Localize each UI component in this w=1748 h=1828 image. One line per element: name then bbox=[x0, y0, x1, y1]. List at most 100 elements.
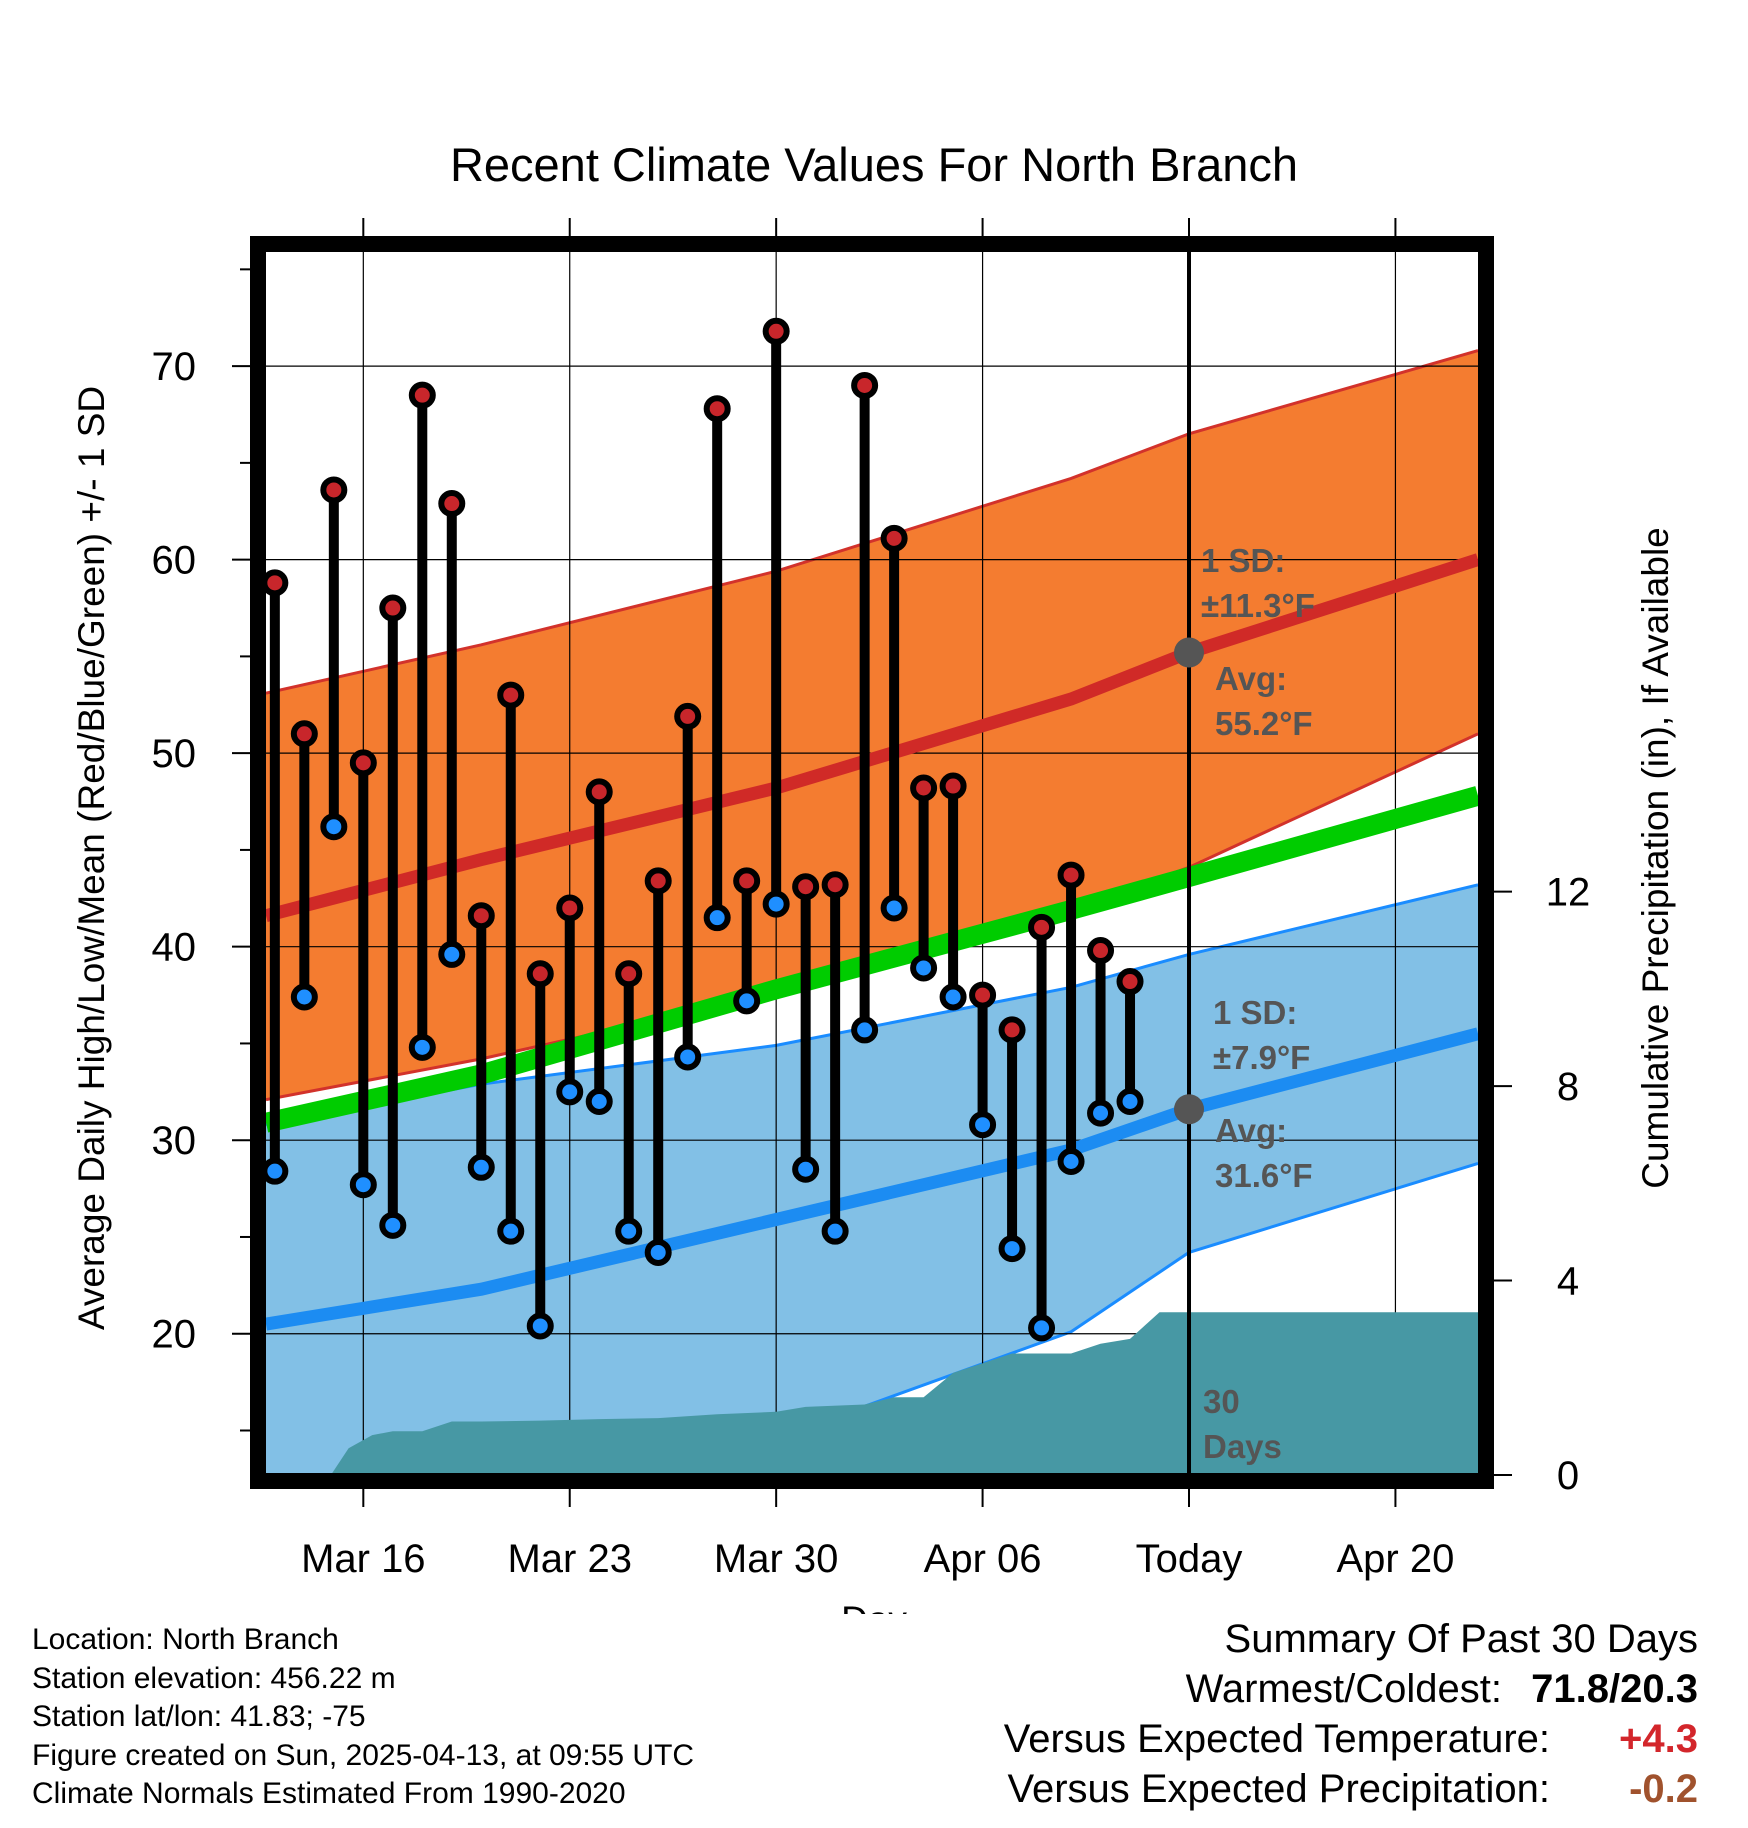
daily-low-point bbox=[379, 1211, 407, 1239]
low-avg-marker bbox=[1174, 1094, 1205, 1125]
daily-high-point bbox=[320, 476, 348, 504]
temp-row: Versus Expected Temperature: +4.3 bbox=[1004, 1714, 1698, 1764]
y-tick-label: 40 bbox=[152, 926, 197, 970]
warm-cold-label: Warmest/Coldest: bbox=[1185, 1667, 1502, 1711]
y-tick-label: 50 bbox=[152, 732, 197, 776]
plot-frame bbox=[250, 236, 1494, 1489]
summary-heading: Summary Of Past 30 Days bbox=[1224, 1617, 1698, 1661]
x-axis-label: Day bbox=[841, 1599, 907, 1614]
daily-high-point bbox=[762, 317, 790, 345]
daily-high-point bbox=[1087, 937, 1115, 965]
daily-low-point bbox=[320, 813, 348, 841]
precip-area bbox=[274, 1312, 1478, 1475]
daily-high-point bbox=[910, 774, 938, 802]
daily-high-point bbox=[497, 681, 525, 709]
y2-tick-label: 8 bbox=[1557, 1065, 1579, 1109]
precip-row: Versus Expected Precipitation: -0.2 bbox=[1004, 1764, 1698, 1814]
daily-high-point bbox=[851, 371, 879, 399]
x-tick-label: Mar 30 bbox=[714, 1537, 839, 1581]
daily-low-point bbox=[349, 1171, 377, 1199]
created-text: Figure created on Sun, 2025-04-13, at 09… bbox=[32, 1738, 695, 1772]
daily-high-point bbox=[556, 894, 584, 922]
y2-tick-label: 0 bbox=[1557, 1454, 1579, 1498]
window-count: 30 bbox=[1203, 1383, 1240, 1420]
daily-low-point bbox=[585, 1088, 613, 1116]
low-sd-value: ±7.9°F bbox=[1213, 1039, 1310, 1076]
daily-low-point bbox=[467, 1153, 495, 1181]
station-info: Location: North Branch Station elevation… bbox=[32, 1621, 694, 1814]
daily-low-point bbox=[969, 1111, 997, 1139]
daily-high-point bbox=[998, 1016, 1026, 1044]
warm-cold-row: Warmest/Coldest: 71.8/20.3 bbox=[1004, 1664, 1698, 1714]
daily-low-point bbox=[703, 904, 731, 932]
daily-low-point bbox=[261, 1157, 289, 1185]
y2-tick-label: 12 bbox=[1546, 871, 1591, 915]
daily-low-point bbox=[880, 894, 908, 922]
daily-low-point bbox=[1116, 1088, 1144, 1116]
daily-low-point bbox=[1057, 1147, 1085, 1175]
x-tick-label: Today bbox=[1136, 1537, 1243, 1581]
high-avg-label: Avg: bbox=[1215, 660, 1287, 697]
window-unit: Days bbox=[1203, 1428, 1282, 1465]
daily-low-point bbox=[998, 1235, 1026, 1263]
y-tick-label: 30 bbox=[152, 1119, 197, 1163]
elevation-text: Station elevation: 456.22 m bbox=[32, 1661, 396, 1695]
daily-low-point bbox=[556, 1078, 584, 1106]
daily-low-point bbox=[290, 983, 318, 1011]
high-sd-label: 1 SD: bbox=[1201, 542, 1285, 579]
temp-value: +4.3 bbox=[1619, 1717, 1698, 1761]
y-tick-label: 20 bbox=[152, 1313, 197, 1357]
daily-high-point bbox=[1057, 861, 1085, 889]
high-normal-line bbox=[266, 553, 1478, 922]
low-avg-label: Avg: bbox=[1215, 1112, 1287, 1149]
daily-low-point bbox=[644, 1238, 672, 1266]
summary-panel: Summary Of Past 30 Days Warmest/Coldest:… bbox=[1004, 1614, 1698, 1814]
daily-high-point bbox=[408, 381, 436, 409]
daily-low-point bbox=[910, 954, 938, 982]
location-text: Location: North Branch bbox=[32, 1623, 339, 1656]
x-tick-label: Mar 23 bbox=[507, 1537, 632, 1581]
daily-low-point bbox=[1087, 1099, 1115, 1127]
daily-high-point bbox=[1116, 968, 1144, 996]
daily-low-point bbox=[674, 1043, 702, 1071]
y-tick-label: 70 bbox=[152, 345, 197, 389]
daily-high-point bbox=[880, 524, 908, 552]
daily-high-point bbox=[585, 778, 613, 806]
daily-low-point bbox=[792, 1155, 820, 1183]
daily-low-point bbox=[939, 983, 967, 1011]
daily-high-point bbox=[526, 960, 554, 988]
daily-low-point bbox=[408, 1033, 436, 1061]
low-sd-band bbox=[266, 884, 1478, 1475]
daily-low-point bbox=[733, 987, 761, 1015]
x-tick-label: Mar 16 bbox=[301, 1537, 426, 1581]
daily-high-point bbox=[261, 569, 289, 597]
precip-label: Versus Expected Precipitation: bbox=[1007, 1767, 1550, 1811]
daily-low-point bbox=[1028, 1314, 1056, 1342]
daily-high-point bbox=[939, 772, 967, 800]
y-axis-label: Average Daily High/Low/Mean (Red/Blue/Gr… bbox=[71, 386, 112, 1330]
daily-low-point bbox=[821, 1217, 849, 1245]
daily-high-point bbox=[792, 873, 820, 901]
daily-high-point bbox=[438, 490, 466, 518]
climate-chart: Recent Climate Values For North Branch 2… bbox=[71, 138, 1676, 1614]
x-tick-label: Apr 06 bbox=[924, 1537, 1042, 1581]
daily-low-point bbox=[438, 940, 466, 968]
temp-label: Versus Expected Temperature: bbox=[1003, 1717, 1550, 1761]
daily-low-point bbox=[762, 890, 790, 918]
warm-cold-value: 71.8/20.3 bbox=[1531, 1667, 1698, 1711]
low-band-lower-edge bbox=[633, 1161, 1478, 1475]
daily-low-point bbox=[497, 1217, 525, 1245]
daily-low-point bbox=[851, 1016, 879, 1044]
daily-high-point bbox=[821, 871, 849, 899]
chart-title: Recent Climate Values For North Branch bbox=[450, 138, 1298, 191]
daily-high-point bbox=[467, 902, 495, 930]
normals-text: Climate Normals Estimated From 1990-2020 bbox=[32, 1777, 626, 1810]
daily-high-point bbox=[1028, 913, 1056, 941]
daily-high-point bbox=[615, 960, 643, 988]
precip-value: -0.2 bbox=[1629, 1767, 1698, 1811]
daily-high-point bbox=[733, 867, 761, 895]
daily-high-point bbox=[290, 720, 318, 748]
x-tick-label: Apr 20 bbox=[1337, 1537, 1455, 1581]
high-avg-marker bbox=[1174, 637, 1205, 668]
daily-high-point bbox=[644, 867, 672, 895]
